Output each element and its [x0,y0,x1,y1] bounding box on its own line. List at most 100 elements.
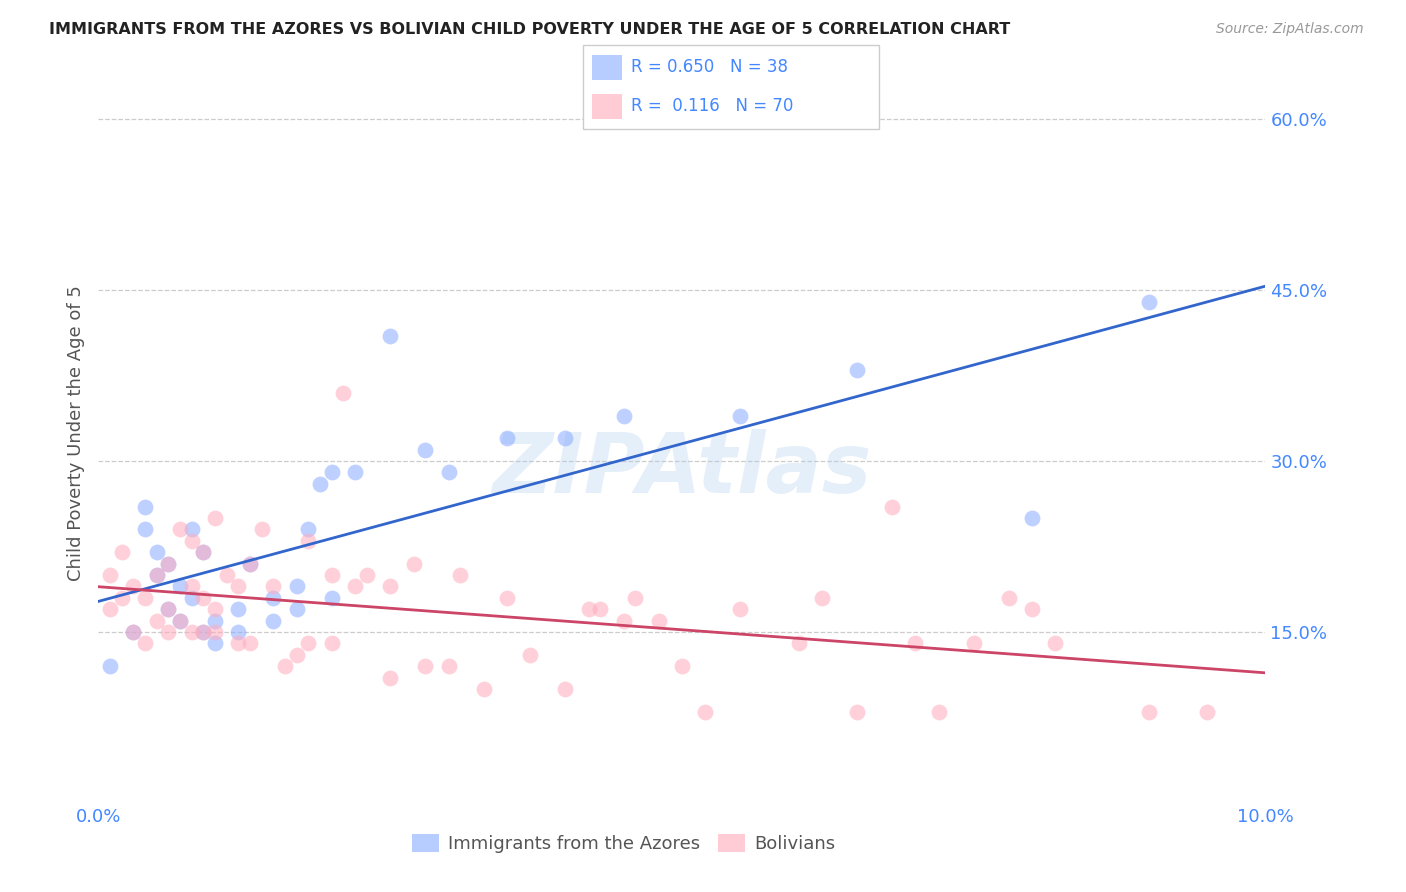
Point [1045,636,1067,650]
Point [413,442,436,457]
Point [204,511,226,525]
Point [262,579,284,593]
Point [262,614,284,628]
Point [204,636,226,650]
Point [180,624,202,639]
Point [146,545,169,559]
Point [122,579,145,593]
Point [321,636,343,650]
Point [228,579,250,593]
Point [193,545,215,559]
Point [180,523,202,537]
Point [962,636,984,650]
Point [437,466,460,480]
Point [193,591,215,605]
Point [98,568,121,582]
Point [239,636,262,650]
Point [134,500,156,514]
Point [134,591,156,605]
Text: IMMIGRANTS FROM THE AZORES VS BOLIVIAN CHILD POVERTY UNDER THE AGE OF 5 CORRELAT: IMMIGRANTS FROM THE AZORES VS BOLIVIAN C… [49,22,1011,37]
Point [671,659,693,673]
Point [380,579,402,593]
Point [134,636,156,650]
Point [157,602,180,616]
Point [449,568,471,582]
Point [321,591,343,605]
Point [169,614,191,628]
Point [578,602,600,616]
Text: Source: ZipAtlas.com: Source: ZipAtlas.com [1216,22,1364,37]
Bar [592,54,621,80]
Point [204,602,226,616]
Point [344,579,367,593]
Point [321,568,343,582]
Point [193,545,215,559]
Point [472,681,495,696]
Point [811,591,834,605]
Point [904,636,927,650]
Point [180,533,202,548]
Point [437,659,460,673]
Point [180,591,202,605]
Point [787,636,810,650]
Text: R = 0.650   N = 38: R = 0.650 N = 38 [631,59,787,77]
Point [1021,602,1043,616]
Point [98,659,121,673]
Bar [592,94,621,120]
Point [519,648,541,662]
Point [321,466,343,480]
Point [98,602,121,616]
Point [193,624,215,639]
Point [262,591,284,605]
Point [146,614,169,628]
Point [250,523,273,537]
Text: ZIPAtlas: ZIPAtlas [492,429,872,510]
Point [624,591,647,605]
Legend: Immigrants from the Azores, Bolivians: Immigrants from the Azores, Bolivians [405,827,842,861]
Point [496,431,519,445]
Point [846,705,869,719]
Point [309,476,332,491]
Point [157,557,180,571]
Point [228,624,250,639]
Point [146,568,169,582]
Y-axis label: Child Poverty Under the Age of 5: Child Poverty Under the Age of 5 [66,285,84,581]
Text: R =  0.116   N = 70: R = 0.116 N = 70 [631,97,793,115]
Point [997,591,1019,605]
Point [157,602,180,616]
Point [111,591,134,605]
Point [239,557,262,571]
Point [730,602,752,616]
Point [274,659,297,673]
Point [332,385,354,400]
Point [169,523,191,537]
Point [122,624,145,639]
Point [344,466,367,480]
Point [228,636,250,650]
Point [1021,511,1043,525]
Point [612,614,634,628]
Point [215,568,238,582]
Point [204,624,226,639]
Point [285,648,308,662]
Point [1137,705,1160,719]
Point [157,624,180,639]
Point [285,579,308,593]
Point [297,636,319,650]
Point [1137,294,1160,309]
Point [204,614,226,628]
Point [880,500,903,514]
Point [380,328,402,343]
Point [589,602,612,616]
Point [111,545,134,559]
Point [554,431,576,445]
Point [356,568,378,582]
Point [846,363,869,377]
Point [169,614,191,628]
Point [297,533,319,548]
Point [134,523,156,537]
Point [413,659,436,673]
Point [157,557,180,571]
Point [1195,705,1218,719]
Point [146,568,169,582]
